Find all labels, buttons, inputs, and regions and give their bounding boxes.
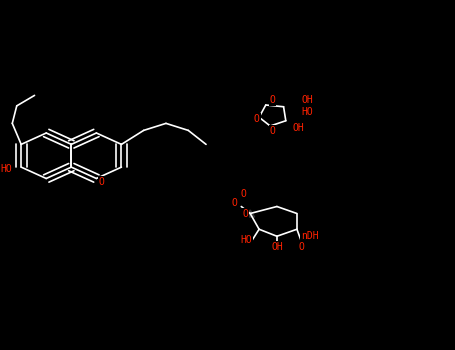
- Text: O: O: [269, 95, 275, 105]
- Text: OH: OH: [271, 242, 283, 252]
- Text: OH: OH: [293, 123, 304, 133]
- Text: HO: HO: [0, 164, 12, 174]
- Text: O: O: [241, 189, 247, 199]
- Text: HO: HO: [301, 107, 313, 117]
- Text: OH: OH: [301, 95, 313, 105]
- Text: O: O: [269, 126, 275, 136]
- Polygon shape: [246, 210, 255, 217]
- Text: nDH: nDH: [301, 231, 319, 241]
- Text: O: O: [99, 177, 105, 187]
- Text: O: O: [254, 114, 260, 124]
- Text: O: O: [242, 209, 248, 219]
- Text: O: O: [298, 242, 304, 252]
- Text: HO: HO: [241, 235, 253, 245]
- Text: O: O: [232, 198, 238, 208]
